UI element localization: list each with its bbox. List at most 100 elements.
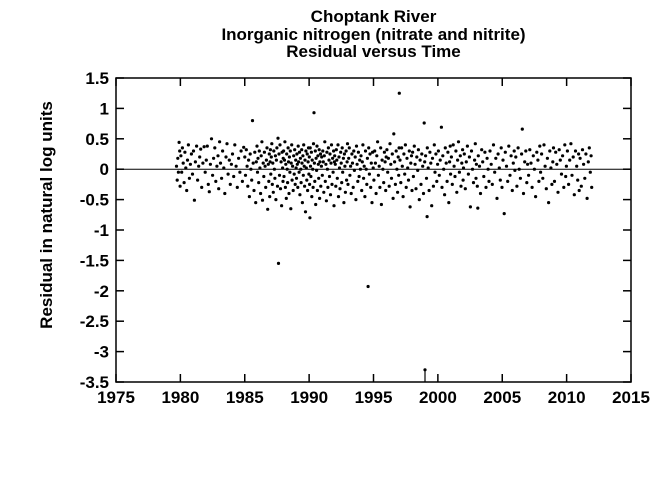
data-point: [586, 160, 590, 164]
y-tick-label: -2: [94, 282, 109, 301]
data-point: [452, 164, 456, 168]
x-tick-label: 1975: [97, 388, 135, 407]
data-point: [268, 195, 272, 199]
data-point: [220, 176, 224, 180]
data-point: [488, 149, 492, 153]
data-point: [270, 142, 274, 146]
data-point: [228, 182, 232, 186]
data-point: [579, 184, 583, 188]
data-point: [232, 174, 236, 179]
data-point: [333, 154, 337, 158]
data-point: [294, 166, 298, 170]
data-point: [212, 156, 216, 160]
data-point: [573, 149, 578, 153]
data-point: [355, 162, 359, 166]
data-point: [465, 144, 469, 148]
data-point: [430, 156, 435, 160]
data-point: [238, 170, 242, 174]
data-point: [575, 164, 579, 168]
data-point: [339, 150, 343, 154]
data-point: [500, 185, 504, 189]
data-point: [490, 182, 494, 186]
data-point: [484, 185, 488, 189]
data-point: [564, 164, 569, 168]
data-point: [424, 154, 428, 158]
data-point: [339, 161, 343, 165]
data-point: [466, 172, 470, 176]
data-point: [300, 161, 304, 165]
data-point: [520, 127, 524, 131]
data-point: [551, 146, 556, 150]
data-point: [503, 150, 507, 154]
data-point: [386, 156, 390, 160]
data-point: [473, 158, 477, 162]
data-point: [391, 196, 395, 200]
data-point: [248, 152, 252, 156]
chart-title: Choptank River Inorganic nitrogen (nitra…: [116, 8, 631, 61]
data-point: [272, 149, 276, 153]
data-point: [379, 146, 383, 150]
data-point: [252, 188, 256, 193]
data-point: [297, 160, 301, 164]
data-point: [561, 154, 565, 158]
data-point: [425, 146, 429, 150]
data-point: [426, 166, 430, 170]
data-point: [267, 152, 271, 156]
data-point: [319, 164, 323, 168]
data-point: [528, 148, 532, 152]
data-point: [328, 193, 333, 197]
y-tick-label: -3: [94, 343, 109, 362]
data-point: [294, 158, 298, 162]
data-point: [410, 188, 414, 193]
data-point: [530, 185, 534, 189]
data-point: [305, 152, 309, 156]
data-point: [511, 161, 515, 165]
data-point: [353, 155, 357, 159]
data-point: [467, 155, 471, 159]
data-point: [314, 156, 318, 160]
data-point: [510, 188, 514, 193]
data-point: [403, 143, 407, 147]
data-point: [517, 167, 521, 171]
data-point: [176, 170, 180, 174]
data-point: [474, 176, 478, 180]
data-point: [264, 185, 268, 189]
x-tick-label: 1990: [290, 388, 328, 407]
data-point: [293, 148, 297, 152]
data-point: [340, 181, 344, 185]
data-point: [331, 170, 335, 174]
data-point: [345, 160, 349, 164]
data-point: [400, 146, 404, 150]
data-point: [185, 188, 189, 193]
data-point: [420, 152, 424, 156]
data-point: [578, 156, 582, 160]
data-point: [324, 199, 328, 203]
data-point: [349, 164, 353, 168]
data-point: [548, 149, 552, 153]
data-point: [302, 164, 306, 168]
data-point: [215, 164, 219, 168]
data-point: [518, 176, 523, 180]
y-tick-label: -2.5: [80, 312, 109, 331]
data-point: [329, 161, 333, 165]
data-point: [337, 166, 342, 170]
data-point: [414, 187, 418, 191]
data-point: [486, 167, 490, 171]
data-point: [317, 148, 321, 152]
data-point: [308, 182, 312, 186]
data-point: [253, 150, 257, 154]
y-tick-label: 1.5: [85, 69, 109, 88]
data-point: [589, 154, 593, 158]
data-point: [188, 162, 192, 166]
data-point: [223, 191, 227, 196]
data-point: [423, 160, 427, 164]
data-point: [421, 164, 425, 168]
x-tick-label: 2010: [548, 388, 586, 407]
x-tick-label: 1995: [355, 388, 393, 407]
data-point: [288, 170, 292, 174]
data-point: [281, 179, 285, 183]
data-point: [476, 206, 480, 210]
data-point: [336, 143, 340, 147]
data-point: [298, 156, 302, 160]
data-point: [197, 164, 201, 168]
